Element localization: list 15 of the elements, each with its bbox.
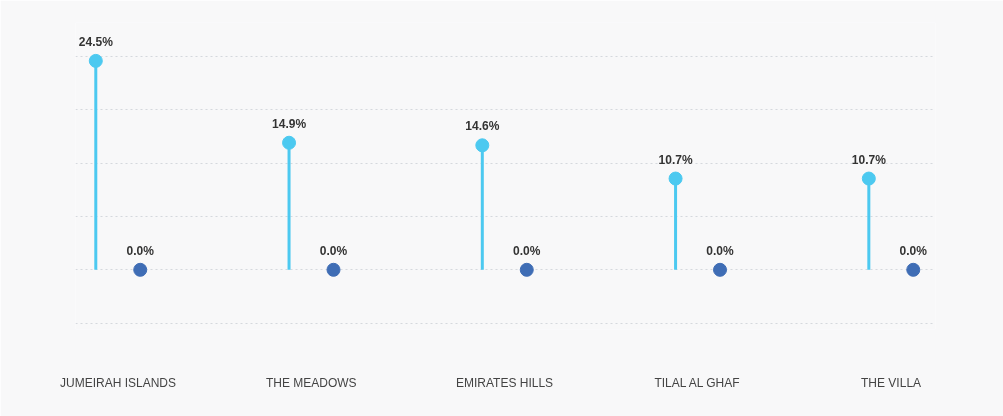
x-tick-label: JUMEIRAH ISLANDS (60, 375, 177, 390)
data-label: 14.6% (465, 119, 500, 134)
x-tick-label: THE MEADOWS (265, 375, 357, 390)
data-label: 14.9% (272, 116, 307, 131)
data-label: 0.0% (706, 243, 735, 258)
data-label: 0.0% (513, 243, 541, 258)
data-label: 10.7% (851, 152, 887, 167)
data-label: 10.7% (658, 152, 693, 167)
data-label: 0.0% (126, 243, 155, 258)
x-tick-label: EMIRATES HILLS (455, 375, 554, 390)
data-label: 0.0% (899, 243, 928, 258)
data-label: 0.0% (319, 243, 348, 258)
x-tick-label: THE VILLA (861, 375, 922, 390)
x-tick-label: TILAL AL GHAF (654, 375, 740, 390)
data-label: 24.5% (78, 34, 114, 49)
